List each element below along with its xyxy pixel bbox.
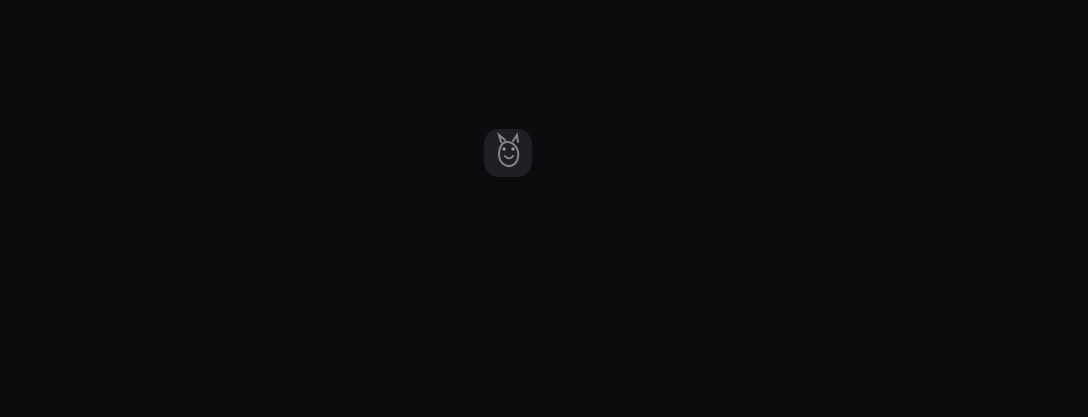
tvl-series-dot-icon	[60, 31, 69, 40]
legend-item-tvl	[60, 25, 86, 46]
apy-series-dot-icon	[60, 52, 69, 61]
chart-legend	[60, 25, 86, 67]
legend-item-apy	[60, 46, 86, 67]
